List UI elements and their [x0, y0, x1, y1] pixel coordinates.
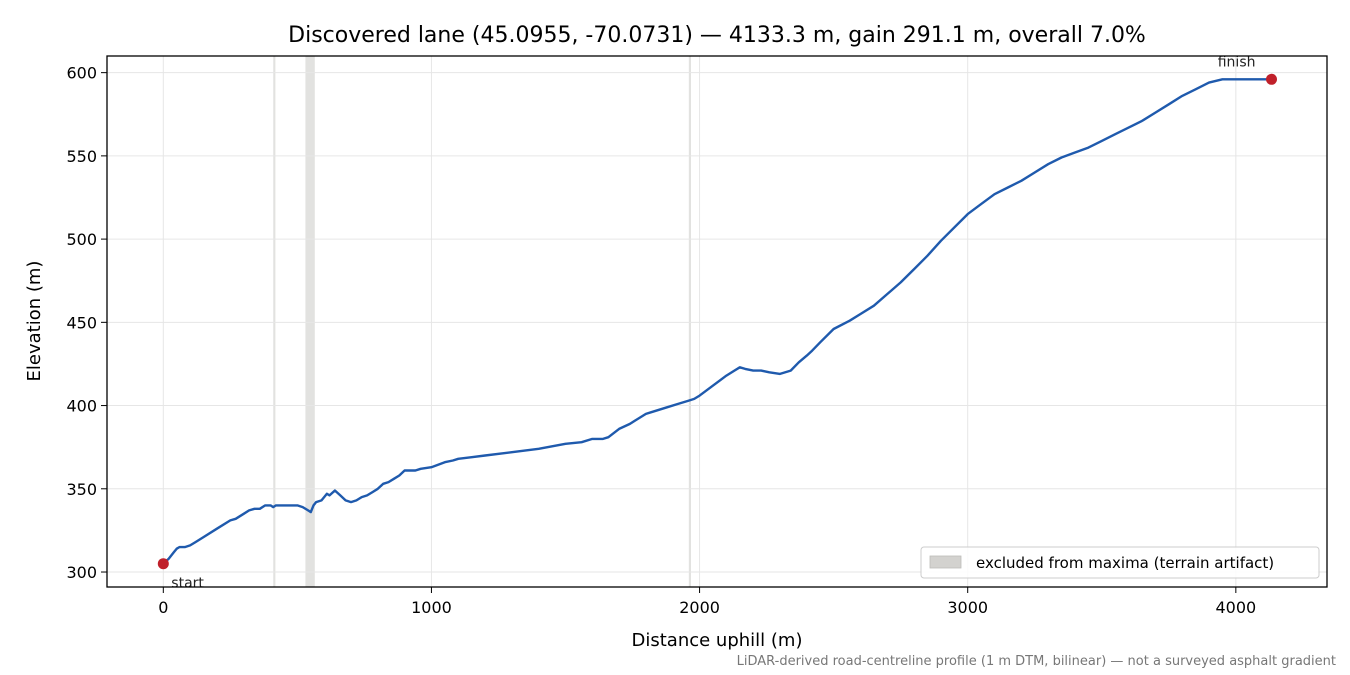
y-axis-label: Elevation (m) — [24, 261, 45, 382]
elevation-profile-line — [162, 78, 1272, 565]
y-tick-label: 450 — [66, 313, 97, 332]
endpoints: start finish — [157, 54, 1277, 592]
series — [162, 78, 1272, 565]
y-tick-label: 550 — [66, 147, 97, 166]
legend: excluded from maxima (terrain artifact) — [920, 546, 1320, 579]
grid — [107, 56, 1327, 587]
footnote: LiDAR-derived road-centreline profile (1… — [737, 654, 1336, 669]
finish-point — [1265, 73, 1277, 85]
x-tick-label: 3000 — [947, 598, 988, 617]
legend-entry: excluded from maxima (terrain artifact) — [976, 554, 1274, 572]
x-tick-label: 4000 — [1215, 598, 1256, 617]
y-tick-label: 600 — [66, 64, 97, 83]
plot-frame — [106, 55, 1328, 588]
excluded-bands — [273, 56, 691, 587]
legend-box — [920, 546, 1320, 579]
excluded-band — [688, 56, 691, 587]
x-tick-label: 1000 — [411, 598, 452, 617]
legend-swatch — [929, 555, 962, 569]
chart-title: Discovered lane (45.0955, -70.0731) — 41… — [288, 23, 1146, 48]
excluded-band — [273, 56, 276, 587]
y-tick-label: 400 — [66, 397, 97, 416]
y-tick-label: 350 — [66, 480, 97, 499]
x-axis-label: Distance uphill (m) — [632, 630, 803, 651]
finish-label: finish — [1218, 54, 1256, 70]
x-axis-ticks: 0 1000 2000 3000 4000 — [158, 587, 1256, 617]
y-tick-label: 500 — [66, 230, 97, 249]
x-tick-label: 0 — [158, 598, 168, 617]
x-tick-label: 2000 — [679, 598, 720, 617]
start-label: start — [171, 576, 204, 592]
excluded-band — [305, 56, 315, 587]
y-tick-label: 300 — [66, 563, 97, 582]
y-axis-ticks: 300 350 400 450 500 550 600 — [66, 64, 107, 582]
start-point — [157, 558, 169, 570]
